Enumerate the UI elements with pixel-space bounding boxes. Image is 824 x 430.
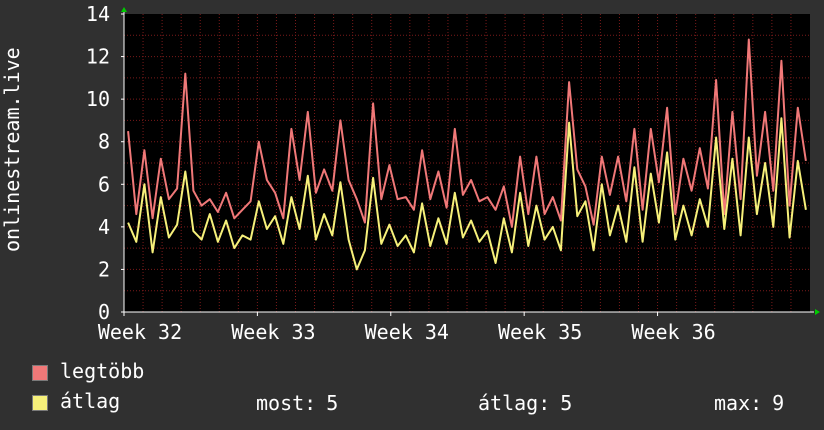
y-axis-title: onlinestream.live xyxy=(0,47,24,252)
stat-average-value: 5 xyxy=(560,391,573,415)
x-tick-label: Week 36 xyxy=(631,320,715,344)
series-line-max xyxy=(127,38,807,228)
stat-max: max: 9 xyxy=(714,391,794,415)
y-axis-arrow xyxy=(121,7,127,12)
x-axis-arrow xyxy=(815,309,820,315)
x-tick-label: Week 35 xyxy=(498,320,582,344)
x-tick-label: Week 32 xyxy=(98,320,182,344)
stat-max-label: max: xyxy=(714,391,763,415)
y-tick-label: 12 xyxy=(86,45,110,69)
stat-average-label: átlag: xyxy=(478,391,551,415)
legend-label-max: legtöbb xyxy=(60,359,145,383)
stat-current-label: most: xyxy=(256,391,317,415)
y-tick-label: 8 xyxy=(98,130,110,154)
x-tick-label: Week 33 xyxy=(231,320,315,344)
y-tick-label: 0 xyxy=(98,300,110,324)
tick-labels: 0 2 4 6 8 10 12 14 Week 32 Week 33 Week 34 Week 35 W… xyxy=(86,2,716,344)
legend-label-avg: átlag xyxy=(60,389,121,413)
y-tick-label: 6 xyxy=(98,172,110,196)
axes xyxy=(121,7,820,316)
stat-average: átlag: 5 xyxy=(478,391,582,415)
stat-current-value: 5 xyxy=(326,391,339,415)
y-tick-label: 14 xyxy=(86,2,110,26)
y-tick-label: 10 xyxy=(86,87,110,111)
stat-max-value: 9 xyxy=(772,391,785,415)
legend-swatch-max xyxy=(32,365,48,381)
y-tick-label: 2 xyxy=(98,257,110,281)
stat-current: most: 5 xyxy=(256,391,348,415)
y-tick-label: 4 xyxy=(98,215,110,239)
series-line-avg xyxy=(127,117,807,271)
legend-swatch-avg xyxy=(32,395,48,411)
series-layer xyxy=(127,38,807,271)
x-tick-label: Week 34 xyxy=(365,320,449,344)
